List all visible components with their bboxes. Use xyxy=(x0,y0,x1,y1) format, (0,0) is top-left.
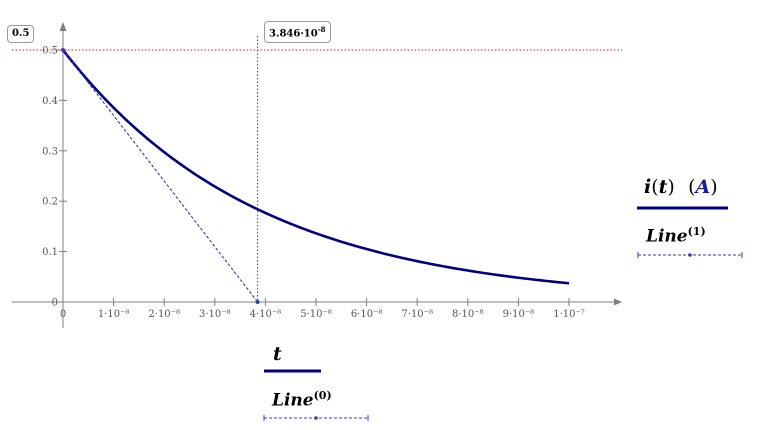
series-current-decay xyxy=(61,49,570,285)
x-tick-label: 1·10⁻⁷ xyxy=(553,309,585,320)
y-marker-value: 0.5 xyxy=(12,28,30,39)
x-line-index: (0) xyxy=(313,389,332,402)
y-line-legend-label[interactable]: Line(1) xyxy=(646,225,706,247)
tangent-point-start xyxy=(61,48,65,52)
y-tick-label: 0.4 xyxy=(42,96,58,107)
x-tick-label: 3·10⁻⁸ xyxy=(199,309,231,320)
x-tick-label: 1·10⁻⁸ xyxy=(98,309,130,320)
x-legend-swatch-solid xyxy=(264,369,321,373)
x-marker-mantissa: 3.846 xyxy=(269,28,301,40)
x-tick-label: 8·10⁻⁸ xyxy=(452,309,484,320)
series-tangent-line xyxy=(62,49,259,303)
x-tick-label: 9·10⁻⁸ xyxy=(503,309,535,320)
y-legend-swatch-solid xyxy=(637,206,728,210)
x-tick-label: 7·10⁻⁸ xyxy=(401,309,433,320)
x-tick-label: 2·10⁻⁸ xyxy=(148,309,180,320)
x-var-name: t xyxy=(273,343,282,365)
y-tick-label: 0.2 xyxy=(42,197,58,208)
y-unit: A xyxy=(695,176,711,198)
x-tick-label: 5·10⁻⁸ xyxy=(300,309,332,320)
y-line-index: (1) xyxy=(687,225,706,238)
x-tick-label: 6·10⁻⁸ xyxy=(351,309,383,320)
y-legend-swatch-dashed xyxy=(637,252,743,258)
x-line-label: Line xyxy=(272,390,314,411)
x-legend-swatch-dashed xyxy=(263,415,369,421)
y-axis-legend-label[interactable]: i(t) (A) xyxy=(644,176,718,198)
y-func-arg: t xyxy=(658,176,668,198)
x-tick-label: 0 xyxy=(60,309,66,320)
x-marker-exponent: -8 xyxy=(317,25,326,34)
y-line-label: Line xyxy=(646,226,688,247)
x-axis-arrow xyxy=(614,298,622,306)
y-func-name: i xyxy=(644,176,652,198)
x-tick-label: 4·10⁻⁸ xyxy=(250,309,282,320)
y-tick-label: 0.5 xyxy=(42,46,58,57)
y-tick-label: 0.3 xyxy=(42,146,58,157)
x-line-legend-label[interactable]: Line(0) xyxy=(272,389,332,411)
y-marker-readout[interactable]: 0.5 xyxy=(7,25,35,43)
tangent-point-end xyxy=(255,300,260,304)
x-axis-legend-label[interactable]: t xyxy=(273,343,282,365)
x-marker-readout[interactable]: 3.846·10-8 xyxy=(264,21,331,44)
y-tick-label: 0.1 xyxy=(42,247,58,258)
y-tick-label: 0 xyxy=(52,298,58,309)
y-axis-arrow xyxy=(59,22,67,31)
